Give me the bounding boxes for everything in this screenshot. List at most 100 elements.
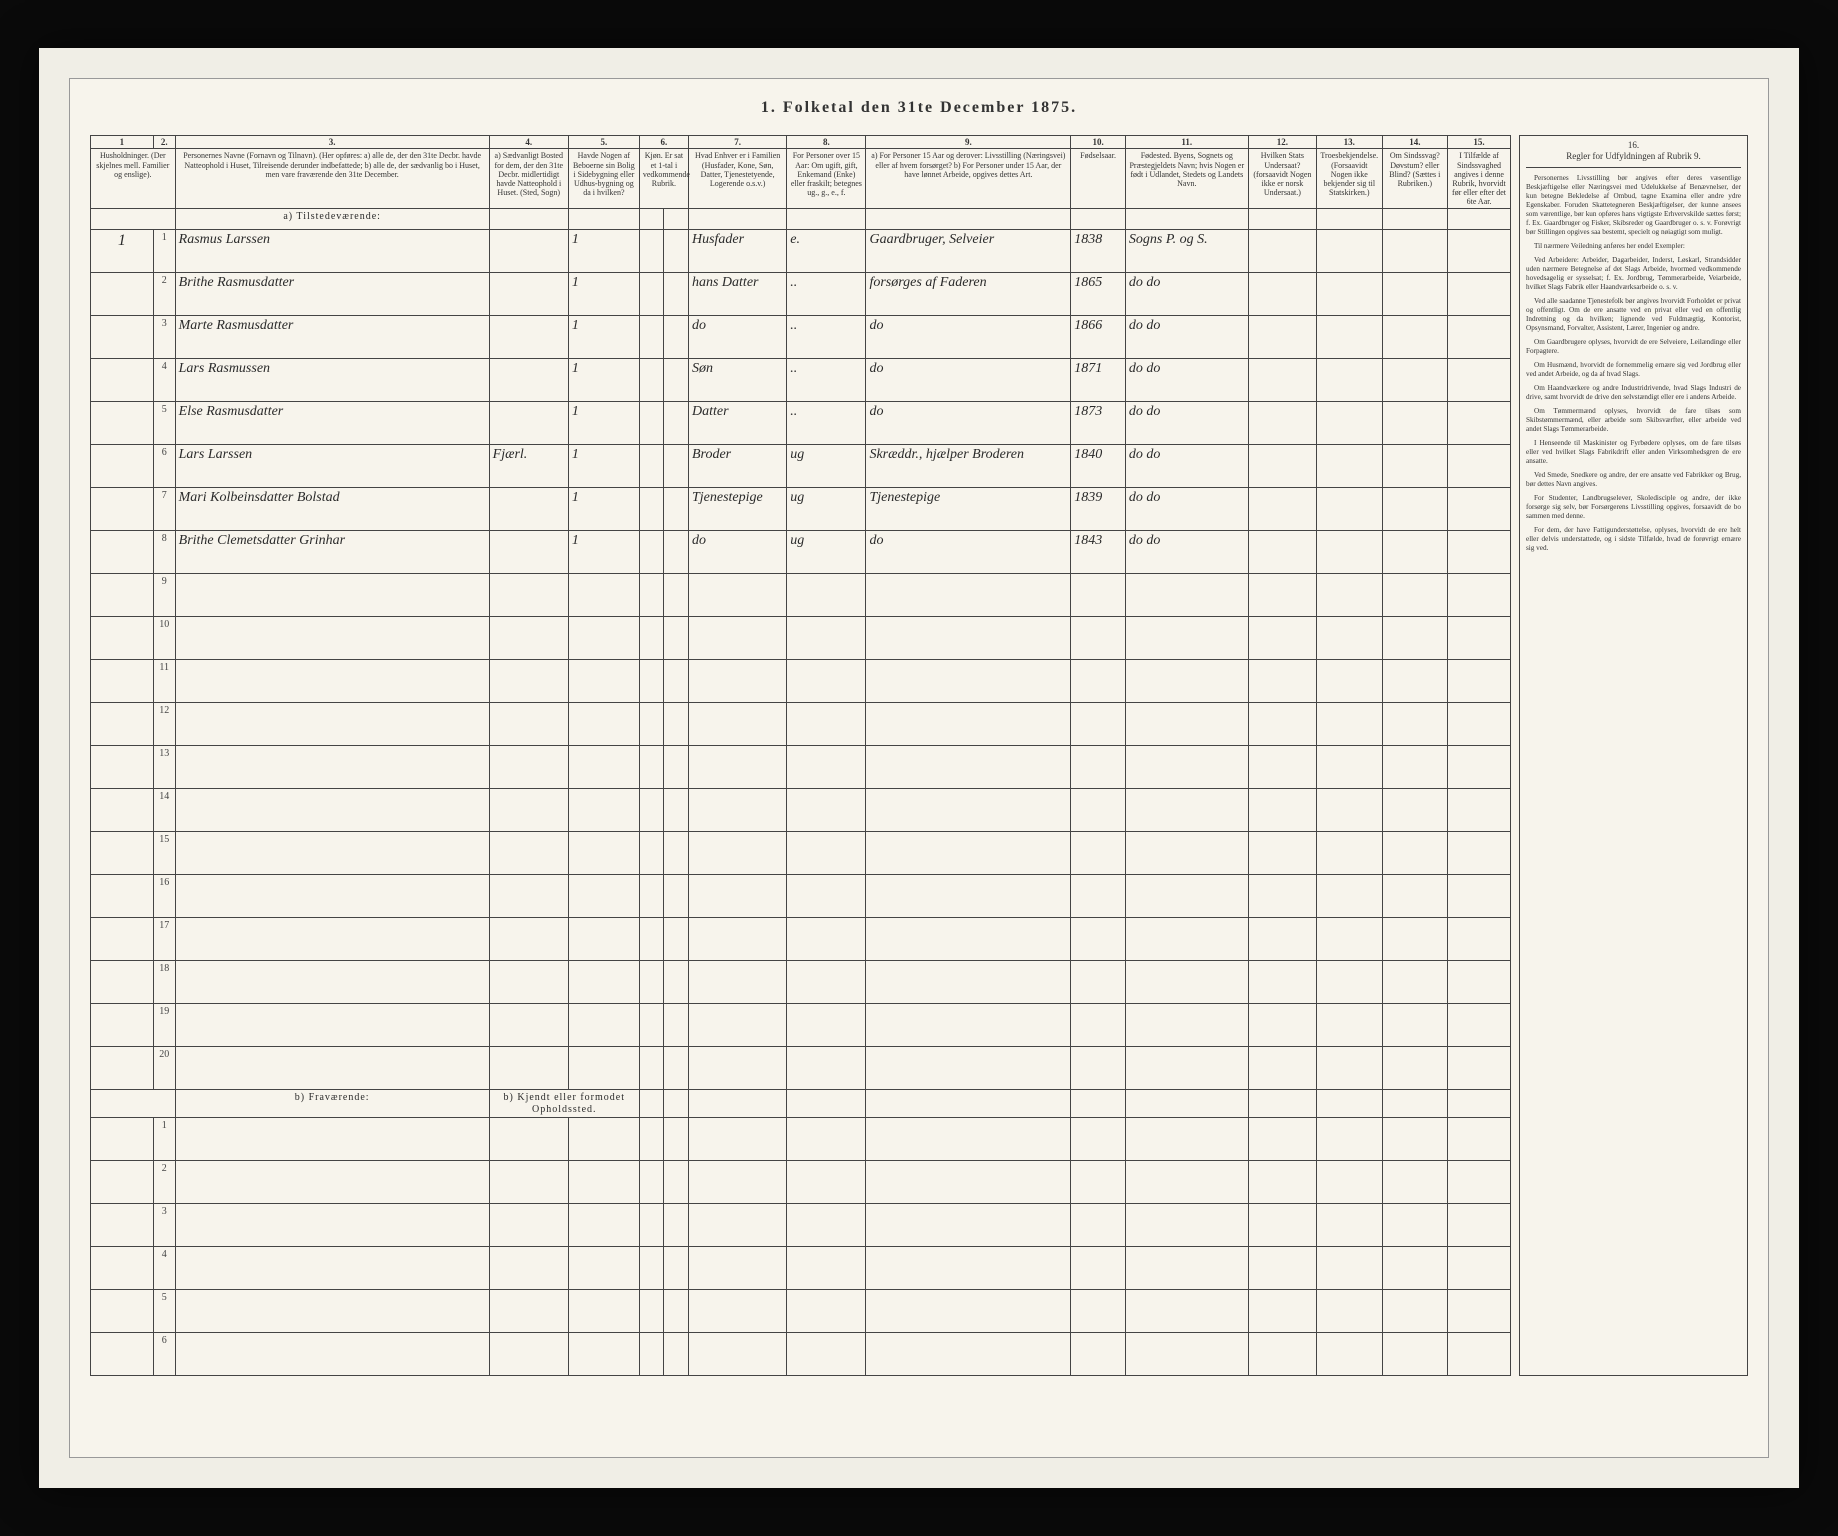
cell [1382, 1204, 1448, 1247]
cell [489, 402, 568, 445]
cell [1448, 961, 1511, 1004]
cell: 17 [153, 918, 175, 961]
cell [866, 1247, 1071, 1290]
cell [866, 1090, 1071, 1118]
cell [1382, 531, 1448, 574]
cell [1382, 1047, 1448, 1090]
cell [664, 875, 689, 918]
cell [787, 209, 866, 230]
cell: 1 [568, 316, 639, 359]
cell [1448, 402, 1511, 445]
blank-row: 18 [91, 961, 1511, 1004]
cell [1317, 875, 1383, 918]
cell: 20 [153, 1047, 175, 1090]
cell: do do [1125, 316, 1248, 359]
cell [1248, 209, 1316, 230]
cell [688, 1204, 786, 1247]
cell [1448, 531, 1511, 574]
cell [664, 359, 689, 402]
cell [1382, 789, 1448, 832]
cell [1125, 1204, 1248, 1247]
cell: Fjærl. [489, 445, 568, 488]
cell [664, 746, 689, 789]
cell: 1871 [1071, 359, 1126, 402]
cell: 1 [568, 230, 639, 273]
cell [91, 316, 154, 359]
cell [175, 1004, 489, 1047]
cell: 1838 [1071, 230, 1126, 273]
cell: 18 [153, 961, 175, 1004]
cell [175, 875, 489, 918]
cell [489, 359, 568, 402]
blank-row-b: 1 [91, 1118, 1511, 1161]
cell [1448, 1047, 1511, 1090]
cell [1382, 1090, 1448, 1118]
data-row: 5Else Rasmusdatter1Datter..do1873do do [91, 402, 1511, 445]
cell [787, 918, 866, 961]
rules-paragraph: Ved alle saadanne Tjenestefolk bør angiv… [1526, 297, 1741, 333]
cell [1382, 660, 1448, 703]
cell: .. [787, 273, 866, 316]
cell [91, 617, 154, 660]
cell [1125, 918, 1248, 961]
cell [1382, 574, 1448, 617]
cell [866, 1118, 1071, 1161]
cell [664, 961, 689, 1004]
colnum-15: 15. [1448, 136, 1511, 149]
cell: Tjenestepige [866, 488, 1071, 531]
cell [1071, 660, 1126, 703]
data-row: 11Rasmus Larssen1Husfadere.Gaardbruger, … [91, 230, 1511, 273]
head-c9: a) For Personer 15 Aar og derover: Livss… [866, 149, 1071, 209]
colnum-3: 3. [175, 136, 489, 149]
cell [91, 402, 154, 445]
cell: 19 [153, 1004, 175, 1047]
cell [639, 918, 664, 961]
cell [1125, 703, 1248, 746]
cell [1317, 1004, 1383, 1047]
cell [664, 1047, 689, 1090]
cell [175, 703, 489, 746]
cell [1317, 832, 1383, 875]
cell [866, 1161, 1071, 1204]
cell [489, 574, 568, 617]
cell [639, 574, 664, 617]
census-table: 1 2. 3. 4. 5. 6. 7. 8. 9. 10. 11. 12. [90, 135, 1511, 1376]
cell [489, 1047, 568, 1090]
cell [1317, 1118, 1383, 1161]
rules-paragraph: Om Haandværkere og andre Industridrivend… [1526, 384, 1741, 402]
rules-paragraph: Til nærmere Veiledning anføres her endel… [1526, 242, 1741, 251]
blank-row-b: 2 [91, 1161, 1511, 1204]
cell [568, 574, 639, 617]
cell [664, 574, 689, 617]
rules-paragraph: I Henseende til Maskinister og Fyrbødere… [1526, 439, 1741, 466]
cell [664, 832, 689, 875]
cell [1071, 832, 1126, 875]
blank-row: 14 [91, 789, 1511, 832]
cell [1248, 1290, 1316, 1333]
cell [1248, 1333, 1316, 1376]
cell [866, 617, 1071, 660]
rules-paragraph: Om Husmænd, hvorvidt de fornemmelig ernæ… [1526, 361, 1741, 379]
cell [1317, 1047, 1383, 1090]
cell [1317, 1204, 1383, 1247]
cell [1071, 789, 1126, 832]
cell [91, 875, 154, 918]
cell [787, 1204, 866, 1247]
cell [568, 660, 639, 703]
cell [664, 1161, 689, 1204]
cell: Skræddr., hjælper Broderen [866, 445, 1071, 488]
cell [1125, 789, 1248, 832]
cell [1071, 1204, 1126, 1247]
cell [1317, 209, 1383, 230]
cell [787, 1118, 866, 1161]
cell [688, 746, 786, 789]
cell [1071, 574, 1126, 617]
cell [1382, 1290, 1448, 1333]
cell [175, 1247, 489, 1290]
cell [1248, 316, 1316, 359]
cell [664, 531, 689, 574]
cell [1448, 273, 1511, 316]
cell [688, 1090, 786, 1118]
cell [688, 789, 786, 832]
cell [489, 918, 568, 961]
